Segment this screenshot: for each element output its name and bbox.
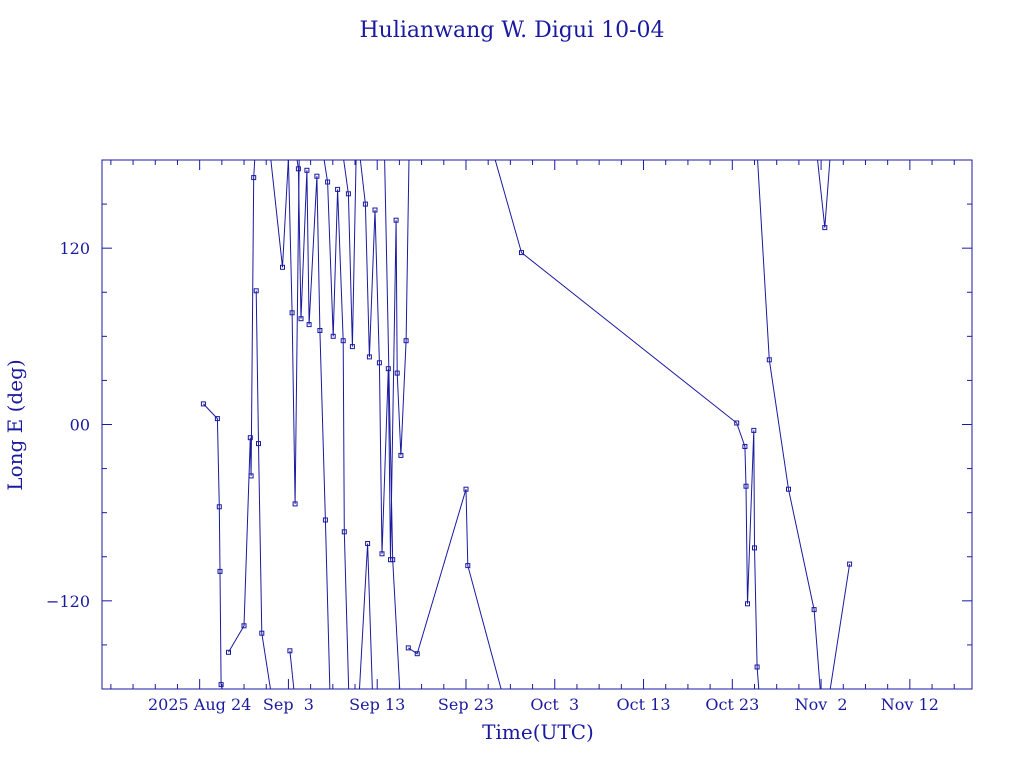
data-point — [362, 201, 368, 207]
series-line-segment — [359, 160, 410, 560]
data-point — [292, 501, 298, 507]
x-tick-label: Sep 23 — [438, 695, 494, 714]
data-series — [200, 160, 853, 689]
data-point — [340, 338, 346, 344]
series-line-segment — [757, 160, 821, 689]
data-point — [751, 427, 757, 433]
series-line-segment — [287, 160, 300, 504]
data-point — [306, 322, 312, 328]
x-axis-label: Time(UTC) — [482, 720, 594, 744]
data-point — [289, 310, 295, 316]
data-point — [214, 416, 220, 422]
data-point — [398, 452, 404, 458]
data-point — [754, 664, 760, 670]
data-point — [335, 186, 341, 192]
data-point — [304, 167, 310, 173]
x-tick-label: Nov 2 — [795, 695, 848, 714]
data-point — [241, 623, 247, 629]
data-point — [247, 435, 253, 441]
series-line-segment — [228, 160, 256, 653]
data-point — [745, 601, 750, 607]
series-line-segment — [408, 489, 502, 689]
axis-tick-labels: 2025 Aug 24 Sep 3 Sep 13 Sep 23 Oct 3 Oct 13 O… — [46, 239, 939, 714]
data-point — [519, 250, 524, 256]
data-point — [372, 207, 378, 213]
data-point — [847, 561, 853, 567]
data-point — [345, 191, 351, 197]
data-point — [366, 354, 372, 360]
data-point — [248, 473, 254, 479]
y-tick-label: −120 — [46, 592, 90, 611]
data-point — [822, 225, 828, 231]
data-point — [216, 504, 222, 510]
data-point — [390, 557, 396, 563]
series-line-segment — [323, 160, 350, 689]
data-point — [259, 630, 265, 636]
series-line-segment — [203, 403, 223, 689]
data-point — [295, 166, 301, 172]
series-line-segment — [255, 290, 271, 689]
series-line-segment — [358, 543, 373, 689]
series-line-segment — [829, 564, 851, 689]
data-point — [385, 366, 391, 372]
data-point — [465, 563, 471, 569]
data-point — [218, 682, 224, 688]
data-point — [379, 551, 385, 557]
series-line-segment — [270, 160, 289, 268]
series-line-segment — [494, 160, 760, 689]
data-point — [226, 649, 231, 655]
data-point — [414, 651, 420, 657]
data-point — [376, 360, 382, 366]
series-line-segment — [296, 160, 331, 689]
data-point — [322, 517, 328, 523]
data-point — [786, 486, 791, 492]
plot-frame — [101, 159, 973, 690]
x-tick-label: Oct 13 — [617, 695, 671, 714]
data-point — [766, 357, 772, 363]
series-line-segment — [817, 160, 831, 228]
x-tick-label: Oct 3 — [530, 695, 579, 714]
data-point — [463, 486, 469, 492]
x-tick-label: 2025 Aug 24 — [148, 695, 251, 714]
data-point — [287, 648, 293, 654]
series-line-segment — [289, 650, 295, 689]
data-point — [405, 645, 411, 651]
data-point — [251, 175, 257, 181]
series-line-segment — [343, 160, 357, 347]
axis-ticks — [102, 160, 972, 689]
data-point — [394, 370, 400, 376]
data-point — [330, 333, 336, 339]
data-point — [280, 264, 285, 270]
data-point — [811, 607, 817, 613]
x-tick-label: Sep 13 — [349, 695, 405, 714]
data-point — [393, 217, 399, 223]
data-point — [298, 316, 304, 322]
data-point — [403, 338, 409, 344]
y-tick-label: 00 — [70, 416, 90, 435]
data-point — [317, 328, 323, 333]
data-point — [365, 541, 371, 546]
data-point — [256, 441, 261, 447]
data-point — [325, 179, 331, 185]
data-point — [734, 420, 740, 426]
data-point — [752, 545, 757, 551]
data-point — [314, 173, 320, 179]
x-tick-label: Oct 23 — [705, 695, 759, 714]
y-tick-label: 120 — [59, 239, 90, 258]
data-point — [743, 483, 749, 489]
data-point — [349, 344, 355, 350]
x-tick-label: Sep 3 — [263, 695, 314, 714]
y-axis-label: Long E (deg) — [3, 359, 27, 490]
chart-title: Hulianwang W. Digui 10-04 — [359, 18, 664, 43]
data-point — [742, 444, 748, 449]
data-point — [217, 568, 223, 574]
data-point — [200, 401, 206, 407]
series-line-segment — [384, 160, 401, 689]
data-point — [253, 288, 259, 294]
x-tick-label: Nov 12 — [881, 695, 939, 714]
data-point — [341, 529, 347, 535]
